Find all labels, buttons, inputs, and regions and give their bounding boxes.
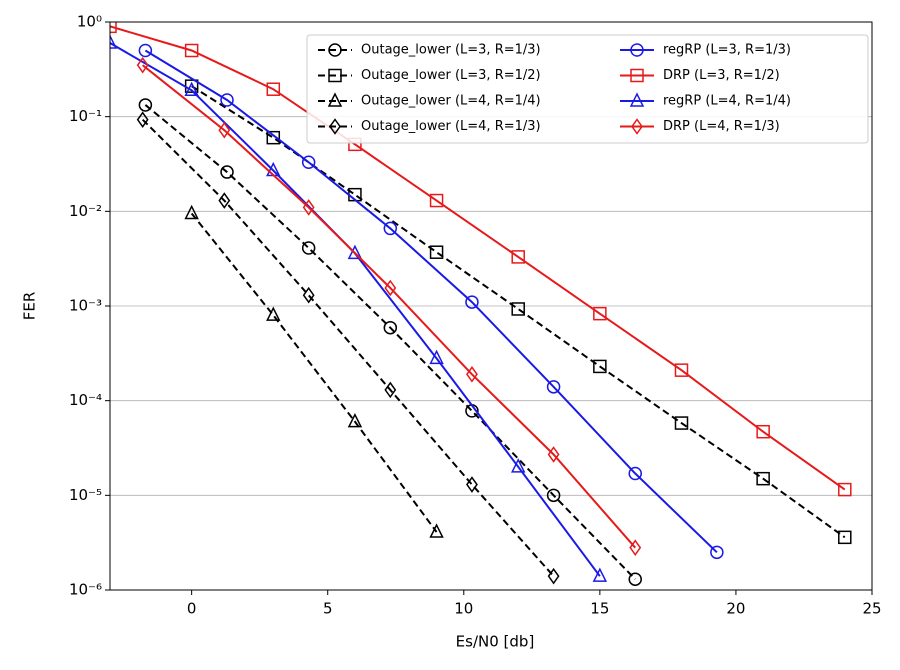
x-tick-label: 5 <box>323 600 333 618</box>
marker <box>429 193 444 208</box>
series-line <box>144 49 718 554</box>
legend-marker <box>630 43 644 57</box>
series-line <box>191 85 846 539</box>
marker <box>383 221 398 236</box>
marker <box>628 466 642 481</box>
marker <box>138 43 153 58</box>
x-tick-label: 10 <box>454 600 473 618</box>
marker <box>593 306 607 321</box>
legend-label: Outage_lower (L=3, R=1/3) <box>361 43 541 58</box>
plot-area <box>110 22 852 586</box>
x-axis-label: Es/N0 [db] <box>456 633 535 651</box>
marker <box>429 349 444 365</box>
x-tick-label: 20 <box>726 600 745 618</box>
y-tick-label: 10⁻⁴ <box>69 391 102 409</box>
marker <box>184 81 199 97</box>
y-tick-label: 10⁻⁵ <box>69 486 102 504</box>
marker <box>628 572 642 586</box>
marker <box>756 424 770 439</box>
marker <box>838 530 852 545</box>
legend-marker <box>327 92 343 107</box>
x-tick-label: 15 <box>590 600 609 618</box>
marker <box>429 245 444 259</box>
marker <box>592 567 608 582</box>
marker <box>220 93 234 107</box>
marker <box>302 199 315 216</box>
marker <box>184 43 199 58</box>
marker <box>511 458 526 473</box>
x-tick-label: 25 <box>862 600 881 618</box>
marker <box>511 302 525 316</box>
legend-label: regRP (L=4, R=1/4) <box>663 94 791 109</box>
legend-label: Outage_lower (L=4, R=1/4) <box>361 94 541 109</box>
legend: Outage_lower (L=3, R=1/3) Outage_lower (L… <box>306 34 869 144</box>
marker <box>218 192 231 209</box>
marker <box>593 359 607 374</box>
marker <box>266 306 281 321</box>
marker <box>674 363 689 377</box>
marker <box>136 56 149 74</box>
marker <box>136 111 149 128</box>
marker <box>838 482 852 497</box>
marker <box>546 488 561 503</box>
legend-marker <box>328 68 342 83</box>
y-tick-label: 10⁻³ <box>69 297 102 315</box>
marker <box>629 539 642 556</box>
legend-marker <box>629 92 645 107</box>
y-tick-label: 10⁻⁶ <box>69 581 102 599</box>
marker <box>674 416 689 430</box>
y-tick-label: 10⁻¹ <box>69 107 102 125</box>
marker <box>547 567 560 585</box>
legend-marker <box>631 118 643 135</box>
y-tick-label: 10⁰ <box>77 13 102 31</box>
marker <box>546 380 561 394</box>
marker <box>266 130 281 145</box>
marker <box>301 241 316 255</box>
legend-label: DRP (L=4, R=1/3) <box>663 119 780 134</box>
y-axis-label: FER <box>21 292 39 321</box>
legend-label: Outage_lower (L=3, R=1/2) <box>361 68 541 83</box>
marker <box>218 121 231 139</box>
marker <box>110 34 118 49</box>
legend-label: regRP (L=3, R=1/3) <box>663 43 791 58</box>
series-line <box>110 25 846 491</box>
marker <box>220 165 234 179</box>
marker <box>347 412 363 428</box>
marker <box>547 446 560 463</box>
marker <box>511 250 525 264</box>
marker <box>302 286 315 304</box>
marker <box>466 365 478 383</box>
series-line <box>142 64 636 549</box>
marker <box>756 471 770 486</box>
marker <box>110 22 117 34</box>
legend-box <box>306 34 869 144</box>
legend-marker <box>329 118 341 135</box>
marker <box>266 82 281 96</box>
legend-label: DRP (L=3, R=1/2) <box>663 68 780 83</box>
series-line <box>144 104 636 580</box>
marker <box>384 279 397 297</box>
marker <box>347 244 363 260</box>
marker <box>465 295 479 309</box>
marker <box>466 476 478 493</box>
x-tick-label: 0 <box>187 600 197 618</box>
marker <box>184 204 199 220</box>
y-tick-label: 10⁻² <box>69 202 102 220</box>
legend-label: Outage_lower (L=4, R=1/3) <box>361 119 541 134</box>
marker <box>384 381 397 399</box>
plot-frame <box>109 21 873 591</box>
legend-marker <box>328 43 342 57</box>
series-line <box>141 118 555 577</box>
legend-marker <box>630 68 644 83</box>
series-line <box>190 212 438 533</box>
marker <box>710 545 724 560</box>
marker <box>301 155 316 169</box>
marker <box>383 320 398 335</box>
marker <box>429 523 444 538</box>
marker <box>138 98 153 112</box>
